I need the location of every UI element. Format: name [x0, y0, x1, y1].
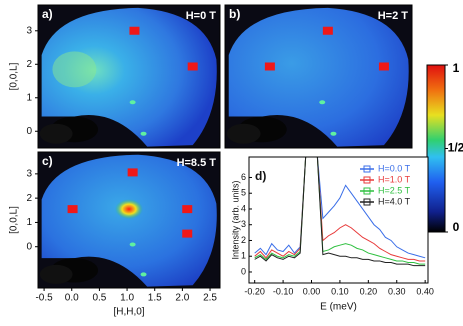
annotation: H=2 T [378, 10, 409, 22]
y-axis-label: Intensity (arb. units) [230, 180, 240, 259]
series-line [254, 157, 426, 267]
bragg-marker [182, 205, 193, 214]
annotation: H=8.5 T [177, 157, 217, 169]
x-tick-label: 0.00 [303, 286, 321, 296]
legend-label: H=4.0 T [378, 196, 411, 206]
x-tick-label: -0.20 [244, 286, 265, 296]
x-tick-label: 2.0 [175, 293, 189, 304]
x-tick-label: 0.5 [92, 293, 106, 304]
frame [224, 4, 413, 149]
panel-label: a) [42, 7, 53, 21]
y-axis-label: [0,0,L] [9, 206, 20, 234]
map-coverage [228, 7, 409, 147]
panel-label: b) [229, 7, 240, 21]
plot-area [249, 157, 428, 283]
series-line [254, 157, 426, 262]
bragg-marker [182, 229, 193, 238]
legend-label: H=2.5 T [378, 185, 411, 195]
y-tick-label: 3 [241, 219, 246, 229]
legend-label: H=1.0 T [378, 174, 411, 184]
y-tick-label: 2 [26, 193, 32, 204]
y-tick-label: 0 [26, 241, 32, 252]
y-tick-label: 2 [241, 235, 246, 245]
peak [115, 199, 143, 220]
y-tick-label: 3 [26, 168, 32, 179]
y-tick-label: 6 [241, 172, 246, 182]
beam-shadow [39, 123, 73, 144]
x-tick-label: 1.0 [120, 293, 134, 304]
legend-marker [363, 165, 371, 173]
panel-label: d) [255, 169, 266, 183]
legend-marker [363, 176, 371, 184]
bragg-marker [378, 62, 389, 71]
y-tick-label: 4 [241, 203, 246, 213]
annotation: H=0 T [186, 10, 217, 22]
spot [330, 131, 337, 136]
colorbar-tick-label: 0 [453, 220, 460, 234]
colorbar-tick-label: 1/2 [448, 141, 463, 155]
x-tick-label: 0.0 [65, 293, 79, 304]
y-tick-label: 1 [26, 217, 32, 228]
colorbar [426, 64, 446, 233]
legend-label: H=0.0 T [378, 163, 411, 173]
frame [37, 151, 221, 289]
spot [140, 272, 147, 277]
panel-label: c) [42, 154, 53, 168]
y-tick-label: 0 [26, 126, 32, 137]
colorbar-tick-label: 1 [453, 61, 460, 75]
x-tick-label: -0.10 [273, 286, 294, 296]
x-tick-label: 0.30 [388, 286, 406, 296]
frame [37, 4, 221, 149]
beam-shadow [39, 264, 73, 284]
y-tick-label: 3 [26, 25, 32, 36]
bragg-marker [127, 168, 138, 177]
series-line [254, 157, 426, 265]
y-tick-label: 1 [26, 92, 32, 103]
x-tick-label: 0.10 [331, 286, 349, 296]
bragg-marker [129, 26, 140, 35]
spot [129, 100, 136, 105]
y-tick-label: 0 [241, 266, 246, 276]
y-axis-label: [0,0,L] [9, 62, 20, 90]
diffuse [52, 51, 97, 88]
legend-marker [363, 198, 371, 206]
x-tick-label: 1.5 [148, 293, 162, 304]
x-axis-label: E (meV) [320, 302, 357, 313]
x-tick-label: 2.5 [203, 293, 217, 304]
x-tick-label: 0.20 [360, 286, 378, 296]
y-tick-label: 5 [241, 188, 246, 198]
spot [140, 131, 147, 136]
bragg-marker [264, 62, 275, 71]
frame [248, 156, 429, 284]
beam-shadow [226, 123, 261, 144]
series-line [254, 157, 426, 259]
x-axis-label: [H,H,0] [113, 307, 144, 318]
x-tick-label: 0.40 [416, 286, 434, 296]
map-coverage [41, 154, 217, 287]
spot [129, 242, 136, 247]
bragg-marker [322, 26, 333, 35]
y-tick-label: 2 [26, 59, 32, 70]
bragg-marker [67, 205, 78, 214]
map-coverage [41, 7, 217, 147]
legend-marker [363, 187, 371, 195]
bragg-marker [187, 62, 198, 71]
x-tick-label: -0.5 [35, 293, 53, 304]
spot [319, 100, 326, 105]
y-tick-label: 1 [241, 251, 246, 261]
plot-clip [254, 157, 426, 267]
